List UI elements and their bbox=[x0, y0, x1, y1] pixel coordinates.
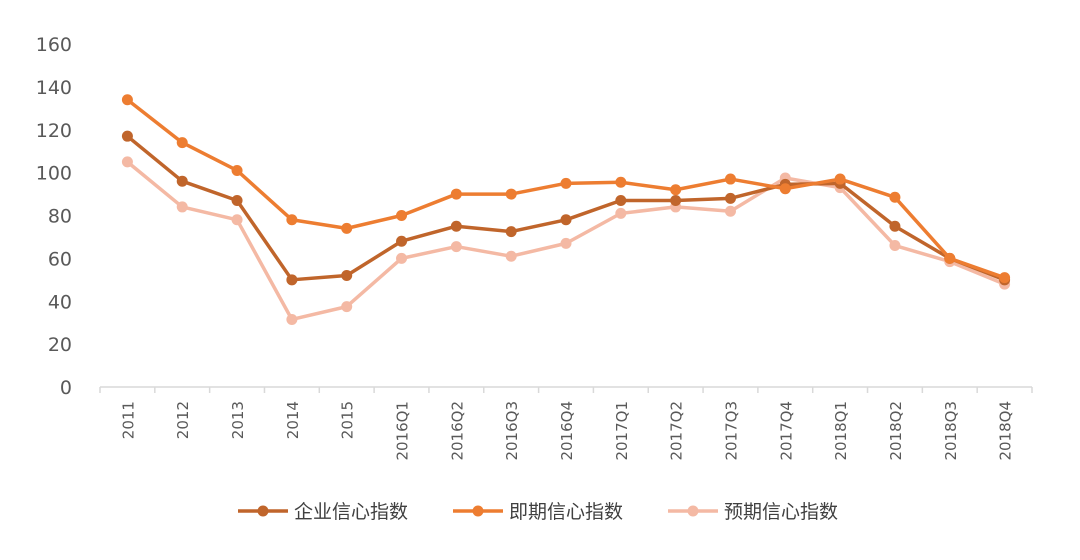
x-tick-label: 2011 bbox=[119, 401, 137, 439]
data-point bbox=[341, 301, 353, 313]
data-point bbox=[944, 252, 956, 264]
data-point bbox=[615, 207, 627, 219]
data-point bbox=[615, 176, 627, 188]
x-tick-label: 2013 bbox=[229, 401, 247, 439]
data-point bbox=[670, 194, 682, 206]
data-point bbox=[341, 270, 353, 282]
data-point bbox=[724, 192, 736, 204]
legend-item: 即期信心指数 bbox=[453, 501, 623, 523]
y-tick-label: 120 bbox=[36, 120, 72, 142]
data-point bbox=[505, 226, 517, 238]
legend-item: 预期信心指数 bbox=[668, 501, 838, 523]
data-point bbox=[121, 130, 133, 142]
y-tick-label: 0 bbox=[60, 377, 72, 399]
data-point bbox=[560, 214, 572, 226]
data-point bbox=[396, 252, 408, 264]
data-point bbox=[834, 173, 846, 185]
x-tick-label: 2016Q3 bbox=[503, 401, 521, 461]
data-point bbox=[286, 313, 298, 325]
legend: 企业信心指数 即期信心指数 预期信心指数 bbox=[238, 501, 838, 523]
data-point bbox=[176, 175, 188, 187]
x-tick-label: 2017Q1 bbox=[613, 401, 631, 461]
legend-label: 预期信心指数 bbox=[724, 501, 838, 523]
x-tick-label: 2016Q1 bbox=[394, 401, 412, 461]
x-tick-label: 2014 bbox=[284, 401, 302, 439]
legend-label: 企业信心指数 bbox=[294, 501, 408, 523]
data-point bbox=[121, 156, 133, 168]
x-tick-label: 2017Q3 bbox=[722, 401, 740, 461]
series-0 bbox=[121, 130, 1011, 286]
x-tick-label: 2018Q3 bbox=[942, 401, 960, 461]
data-point bbox=[396, 210, 408, 221]
y-tick-label: 80 bbox=[48, 206, 72, 228]
data-point bbox=[286, 274, 298, 286]
y-tick-label: 60 bbox=[48, 248, 72, 270]
data-point bbox=[505, 188, 517, 200]
y-tick-label: 40 bbox=[48, 291, 72, 313]
x-tick-label: 2016Q4 bbox=[558, 401, 576, 461]
data-point bbox=[779, 183, 791, 195]
x-tick-label: 2017Q2 bbox=[668, 401, 686, 461]
data-point bbox=[615, 194, 627, 206]
data-point bbox=[670, 184, 682, 196]
data-point bbox=[889, 220, 901, 232]
x-tick-label: 2018Q1 bbox=[832, 401, 850, 461]
data-point bbox=[450, 188, 462, 200]
data-point bbox=[396, 235, 408, 247]
legend-swatch-marker bbox=[687, 505, 699, 517]
x-axis-ticks: 2011 2012 2013 2014 2015 2016Q1 2016Q2 2016Q3 20… bbox=[99, 387, 1033, 461]
x-tick-label: 2018Q2 bbox=[887, 401, 905, 461]
y-tick-label: 20 bbox=[48, 334, 72, 356]
data-point bbox=[231, 194, 243, 206]
x-tick-label: 2012 bbox=[174, 401, 192, 439]
y-tick-label: 160 bbox=[36, 34, 72, 56]
x-tick-label: 2017Q4 bbox=[777, 401, 795, 461]
x-tick-label: 2016Q2 bbox=[448, 401, 466, 461]
y-tick-label: 140 bbox=[36, 77, 72, 99]
data-point bbox=[176, 137, 188, 149]
data-point bbox=[889, 191, 901, 203]
data-point bbox=[121, 94, 133, 106]
data-point bbox=[999, 272, 1011, 284]
x-tick-label: 2015 bbox=[339, 401, 357, 439]
data-point bbox=[505, 250, 517, 262]
legend-swatch-marker bbox=[257, 505, 269, 517]
legend-item: 企业信心指数 bbox=[238, 501, 408, 523]
data-point bbox=[724, 173, 736, 185]
data-point bbox=[231, 214, 243, 226]
data-point bbox=[341, 222, 353, 234]
data-point bbox=[176, 201, 188, 213]
data-point bbox=[560, 177, 572, 189]
series-layer bbox=[121, 94, 1011, 325]
data-point bbox=[724, 205, 736, 217]
y-tick-label: 100 bbox=[36, 163, 72, 185]
data-point bbox=[450, 220, 462, 232]
data-point bbox=[889, 240, 901, 252]
data-point bbox=[560, 237, 572, 249]
y-axis-ticks: 0 20 40 60 80 100 120 140 160 bbox=[36, 34, 72, 399]
series-1 bbox=[121, 94, 1011, 284]
data-point bbox=[231, 164, 243, 176]
data-point bbox=[286, 214, 298, 226]
x-tick-label: 2018Q4 bbox=[997, 401, 1015, 461]
data-point bbox=[450, 241, 462, 253]
legend-label: 即期信心指数 bbox=[509, 501, 623, 523]
legend-swatch-marker bbox=[472, 505, 484, 517]
